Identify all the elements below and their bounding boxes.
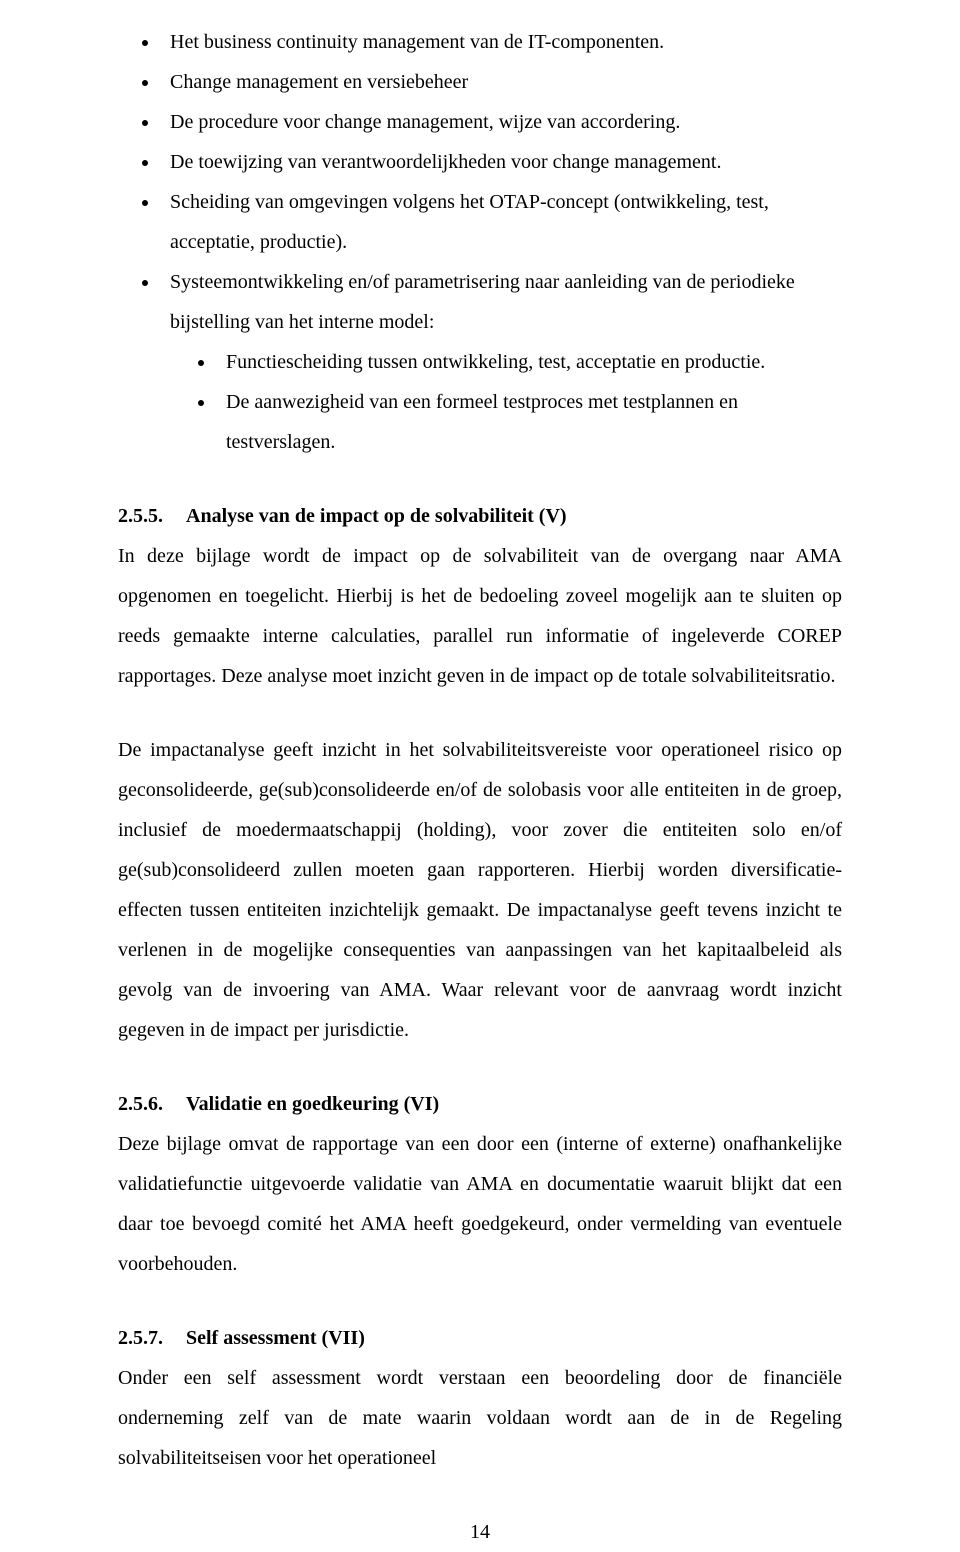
paragraph: In deze bijlage wordt de impact op de so…: [118, 536, 842, 696]
bullet-sublist: Functiescheiding tussen ontwikkeling, te…: [170, 342, 842, 462]
list-item-text: Scheiding van omgevingen volgens het OTA…: [170, 191, 769, 253]
section-number: 2.5.7.: [118, 1318, 186, 1358]
paragraph: De impactanalyse geeft inzicht in het so…: [118, 730, 842, 1050]
paragraph: Deze bijlage omvat de rapportage van een…: [118, 1124, 842, 1284]
section-title: Validatie en goedkeuring (VI): [186, 1093, 439, 1115]
list-item: De aanwezigheid van een formeel testproc…: [216, 382, 842, 462]
list-item-text: Change management en versiebeheer: [170, 71, 468, 93]
list-item: Het business continuity management van d…: [160, 22, 842, 62]
document-page: Het business continuity management van d…: [0, 0, 960, 1535]
list-item: Systeemontwikkeling en/of parametriserin…: [160, 262, 842, 462]
section-heading: 2.5.7.Self assessment (VII): [118, 1318, 842, 1358]
bullet-list: Het business continuity management van d…: [118, 22, 842, 462]
section-heading: 2.5.6.Validatie en goedkeuring (VI): [118, 1084, 842, 1124]
list-item-text: De toewijzing van verantwoordelijkheden …: [170, 151, 721, 173]
section-number: 2.5.5.: [118, 496, 186, 536]
list-item-text: Het business continuity management van d…: [170, 31, 664, 53]
list-item-text: De procedure voor change management, wij…: [170, 111, 680, 133]
list-item: De toewijzing van verantwoordelijkheden …: [160, 142, 842, 182]
list-item: Change management en versiebeheer: [160, 62, 842, 102]
list-item: Scheiding van omgevingen volgens het OTA…: [160, 182, 842, 262]
list-item-text: Systeemontwikkeling en/of parametriserin…: [170, 271, 795, 333]
list-item: Functiescheiding tussen ontwikkeling, te…: [216, 342, 842, 382]
section-title: Self assessment (VII): [186, 1327, 365, 1349]
page-number: 14: [118, 1512, 842, 1552]
list-item: De procedure voor change management, wij…: [160, 102, 842, 142]
section-heading: 2.5.5.Analyse van de impact op de solvab…: [118, 496, 842, 536]
section-number: 2.5.6.: [118, 1084, 186, 1124]
section-title: Analyse van de impact op de solvabilitei…: [186, 505, 567, 527]
list-item-text: Functiescheiding tussen ontwikkeling, te…: [226, 351, 765, 373]
paragraph: Onder een self assessment wordt verstaan…: [118, 1358, 842, 1478]
list-item-text: De aanwezigheid van een formeel testproc…: [226, 391, 738, 453]
